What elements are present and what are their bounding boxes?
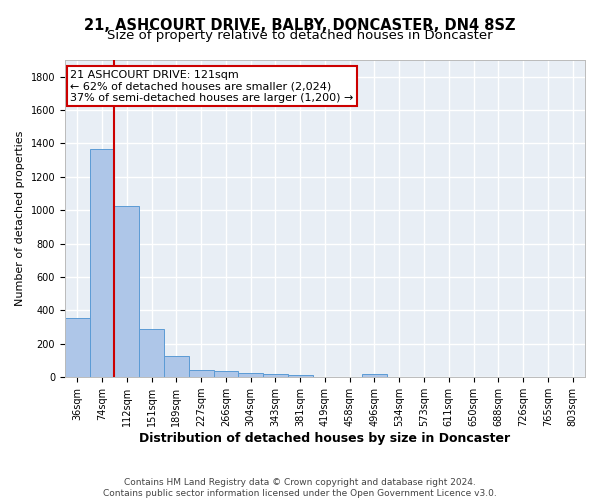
- Bar: [238, 373, 263, 377]
- Bar: [263, 374, 288, 377]
- Bar: [89, 150, 115, 377]
- X-axis label: Distribution of detached houses by size in Doncaster: Distribution of detached houses by size …: [139, 432, 511, 445]
- Text: Contains HM Land Registry data © Crown copyright and database right 2024.
Contai: Contains HM Land Registry data © Crown c…: [103, 478, 497, 498]
- Text: Size of property relative to detached houses in Doncaster: Size of property relative to detached ho…: [107, 29, 493, 42]
- Y-axis label: Number of detached properties: Number of detached properties: [15, 131, 25, 306]
- Text: 21, ASHCOURT DRIVE, BALBY, DONCASTER, DN4 8SZ: 21, ASHCOURT DRIVE, BALBY, DONCASTER, DN…: [84, 18, 516, 32]
- Bar: [139, 329, 164, 377]
- Bar: [362, 374, 387, 377]
- Text: 21 ASHCOURT DRIVE: 121sqm
← 62% of detached houses are smaller (2,024)
37% of se: 21 ASHCOURT DRIVE: 121sqm ← 62% of detac…: [70, 70, 353, 102]
- Bar: [65, 318, 89, 377]
- Bar: [288, 374, 313, 377]
- Bar: [164, 356, 189, 377]
- Bar: [115, 206, 139, 377]
- Bar: [214, 372, 238, 377]
- Bar: [189, 370, 214, 377]
